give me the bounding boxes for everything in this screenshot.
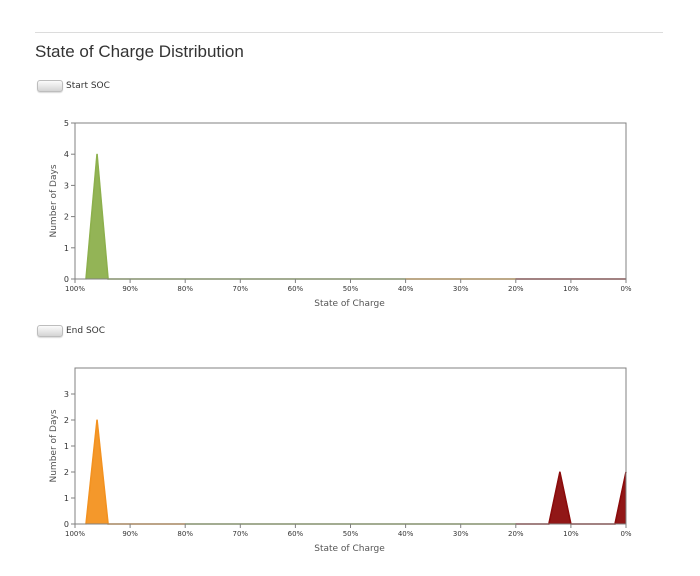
page-title: State of Charge Distribution bbox=[35, 42, 244, 61]
data-point bbox=[96, 419, 98, 421]
y-tick-label: 5 bbox=[64, 119, 69, 128]
end-soc-chart: 0 1 2 1 2 3 100% 90% 80% 70% 60% 50% 40% 30% 20% 10% 0% S… bbox=[49, 367, 632, 554]
x-tick-label: 30% bbox=[453, 530, 469, 538]
start-soc-toggle[interactable]: Start SOC bbox=[37, 80, 110, 92]
end-soc-label: End SOC bbox=[66, 326, 106, 336]
x-tick-label: 70% bbox=[233, 530, 249, 538]
y-tick-label: 0 bbox=[64, 520, 69, 529]
x-tick-label: 0% bbox=[620, 285, 631, 293]
series-area-0 bbox=[85, 154, 406, 280]
y-tick-label: 1 bbox=[64, 442, 69, 451]
series-area-2 bbox=[515, 471, 627, 525]
x-tick-label: 10% bbox=[563, 530, 579, 538]
plot-frame bbox=[74, 367, 627, 525]
series-line-0 bbox=[85, 154, 406, 280]
y-tick-label: 0 bbox=[64, 275, 69, 284]
x-tick-label: 30% bbox=[453, 285, 469, 293]
toggle-switch-icon bbox=[37, 325, 63, 337]
start-soc-label: Start SOC bbox=[66, 81, 110, 91]
y-tick-label: 3 bbox=[64, 390, 69, 399]
y-tick-label: 1 bbox=[64, 494, 69, 503]
x-tick-label: 90% bbox=[122, 530, 138, 538]
x-axis-label: State of Charge bbox=[314, 544, 385, 554]
y-tick-label: 2 bbox=[64, 416, 69, 425]
data-point bbox=[96, 153, 98, 155]
x-tick-label: 50% bbox=[343, 285, 359, 293]
x-tick-label: 60% bbox=[288, 285, 304, 293]
end-soc-toggle[interactable]: End SOC bbox=[37, 325, 105, 337]
plot-frame bbox=[74, 122, 627, 280]
x-tick-label: 90% bbox=[122, 285, 138, 293]
x-tick-label: 10% bbox=[563, 285, 579, 293]
y-axis-label: Number of Days bbox=[49, 164, 59, 237]
x-axis-label: State of Charge bbox=[314, 299, 385, 309]
y-tick-label: 2 bbox=[64, 213, 69, 222]
series-area-0 bbox=[85, 419, 186, 525]
toggle-switch-icon bbox=[37, 80, 63, 92]
series-line-2 bbox=[515, 471, 627, 525]
x-tick-label: 20% bbox=[508, 530, 524, 538]
x-tick-label: 80% bbox=[177, 285, 193, 293]
x-tick-label: 40% bbox=[398, 530, 414, 538]
x-tick-label: 60% bbox=[288, 530, 304, 538]
x-tick-label: 40% bbox=[398, 285, 414, 293]
x-tick-label: 100% bbox=[65, 530, 85, 538]
y-axis-label: Number of Days bbox=[49, 409, 59, 482]
data-point bbox=[559, 471, 561, 473]
top-divider bbox=[35, 32, 663, 33]
y-tick-label: 2 bbox=[64, 468, 69, 477]
y-tick-label: 4 bbox=[64, 150, 69, 159]
x-tick-label: 80% bbox=[177, 530, 193, 538]
x-tick-label: 70% bbox=[233, 285, 249, 293]
start-soc-chart: 0 1 2 3 4 5 100% 90% 80% 70% 60% 50% 40% 30% 20% 10% 0% S… bbox=[49, 119, 632, 309]
y-tick-label: 3 bbox=[64, 181, 69, 190]
x-tick-label: 50% bbox=[343, 530, 359, 538]
y-tick-label: 1 bbox=[64, 244, 69, 253]
x-tick-label: 100% bbox=[65, 285, 85, 293]
x-tick-label: 0% bbox=[620, 530, 631, 538]
x-tick-label: 20% bbox=[508, 285, 524, 293]
